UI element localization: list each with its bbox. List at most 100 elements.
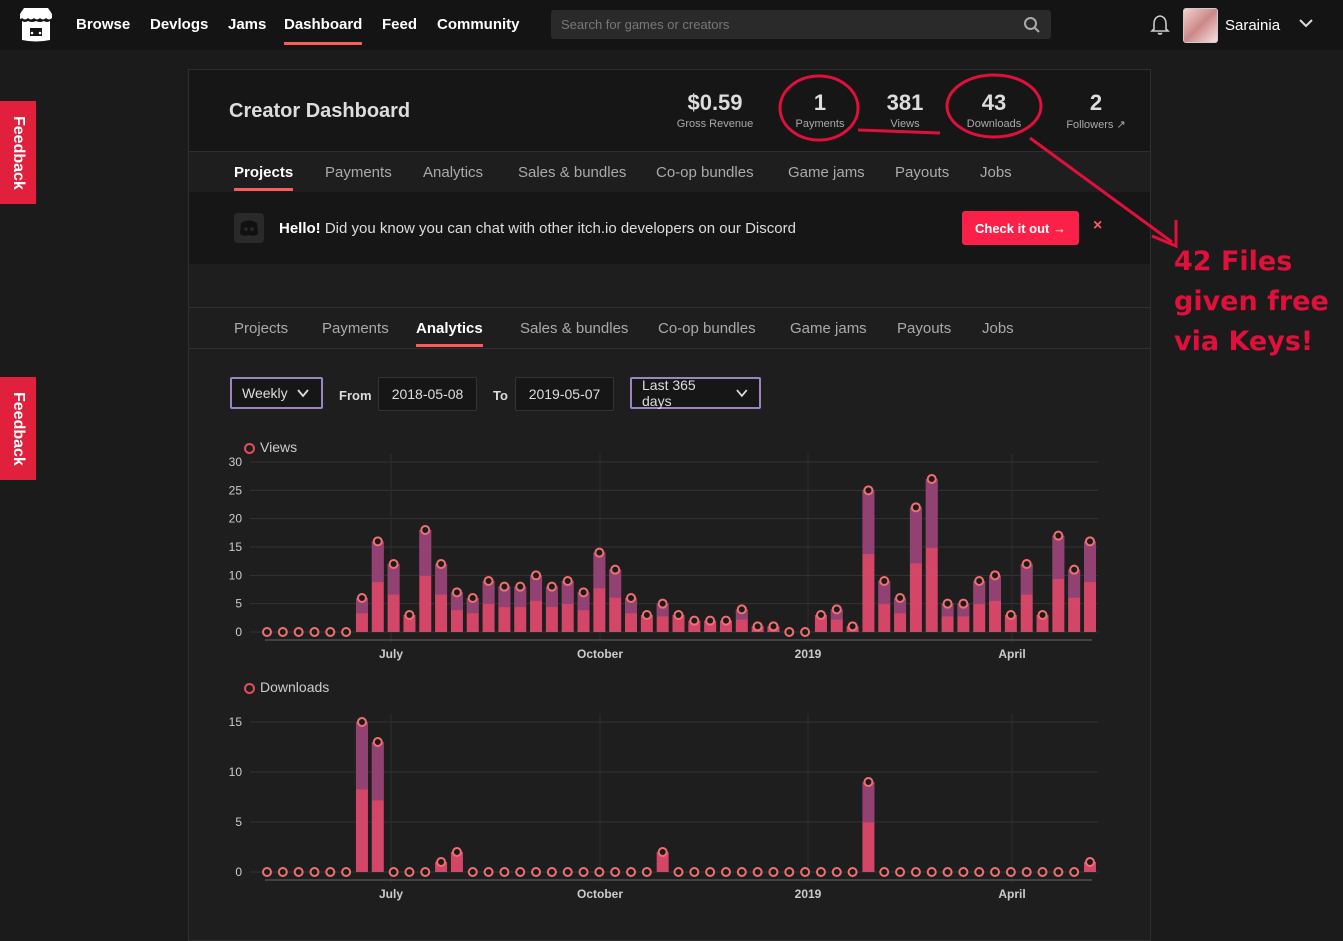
- nav-feed[interactable]: Feed: [382, 16, 418, 33]
- data-point: [641, 610, 652, 620]
- y-tick-label: 30: [229, 455, 243, 469]
- bar-segment: [419, 530, 432, 576]
- tab-jobs[interactable]: Jobs: [982, 320, 1014, 337]
- data-point: [293, 627, 304, 637]
- bar-segment: [609, 569, 622, 598]
- avatar[interactable]: [1183, 8, 1218, 43]
- data-point: [673, 867, 684, 877]
- search-icon[interactable]: [1023, 16, 1041, 34]
- from-date-input[interactable]: 2018-05-08: [378, 377, 477, 411]
- downloads-legend[interactable]: Downloads: [244, 679, 329, 695]
- tab-payments[interactable]: Payments: [322, 320, 389, 337]
- tab-payouts[interactable]: Payouts: [895, 164, 950, 181]
- bar-segment: [371, 541, 384, 583]
- nav-browse[interactable]: Browse: [76, 16, 131, 33]
- tab-projects[interactable]: Projects: [234, 164, 294, 191]
- tab-game-jams[interactable]: Game jams: [790, 320, 867, 337]
- interval-select[interactable]: Weekly: [230, 377, 323, 409]
- x-tick-label: July: [379, 647, 403, 661]
- nav-dashboard[interactable]: Dashboard: [284, 16, 363, 45]
- to-date-input[interactable]: 2019-05-07: [515, 377, 614, 411]
- y-tick-label: 5: [235, 597, 242, 611]
- bar-segment: [1020, 564, 1033, 595]
- annotation-line: via Keys!: [1174, 326, 1314, 357]
- data-point: [262, 867, 272, 877]
- data-point: [831, 867, 842, 877]
- banner-message: Hello! Did you know you can chat with ot…: [279, 220, 796, 237]
- data-point: [863, 485, 874, 496]
- y-tick-label: 10: [229, 568, 243, 582]
- username[interactable]: Sarainia: [1225, 17, 1281, 34]
- data-point: [467, 593, 478, 603]
- bar-segment: [482, 581, 495, 604]
- views-legend[interactable]: Views: [244, 439, 297, 455]
- discord-icon: [234, 213, 264, 243]
- tab-coop-bundles[interactable]: Co-op bundles: [656, 164, 754, 181]
- nav-devlogs[interactable]: Devlogs: [150, 16, 209, 33]
- data-point: [847, 621, 858, 632]
- bar-segment: [435, 564, 448, 595]
- data-point: [515, 867, 526, 877]
- data-point: [1085, 857, 1095, 867]
- data-point: [895, 867, 906, 877]
- data-point: [831, 604, 842, 615]
- tab-jobs[interactable]: Jobs: [980, 164, 1012, 181]
- data-point: [562, 576, 573, 586]
- search-input[interactable]: [551, 10, 1011, 39]
- data-point: [309, 867, 320, 877]
- chevron-down-icon[interactable]: [1298, 15, 1314, 31]
- page-title: Creator Dashboard: [229, 100, 411, 122]
- data-point: [815, 610, 826, 620]
- tab-projects[interactable]: Projects: [234, 320, 289, 337]
- bar-segment: [925, 479, 938, 548]
- data-point: [1069, 867, 1080, 877]
- range-select[interactable]: Last 365 days: [630, 377, 761, 409]
- data-point: [626, 593, 637, 603]
- bar: [403, 615, 416, 632]
- x-tick-label: 2019: [795, 647, 822, 661]
- y-tick-label: 0: [235, 865, 242, 879]
- tab-analytics[interactable]: Analytics: [416, 320, 483, 347]
- bar-segment: [545, 586, 558, 608]
- stat-views[interactable]: 381 Views: [877, 90, 933, 130]
- data-point: [515, 581, 526, 592]
- data-point: [436, 857, 447, 867]
- nav-jams[interactable]: Jams: [228, 16, 267, 33]
- banner-text: Did you know you can chat with other itc…: [320, 220, 796, 237]
- data-point: [705, 615, 716, 626]
- data-point: [942, 867, 953, 877]
- stat-followers[interactable]: 2 Followers ↗: [1059, 90, 1133, 131]
- bar: [719, 620, 732, 632]
- from-label: From: [339, 388, 372, 403]
- interval-value: Weekly: [242, 385, 288, 401]
- tab-payments[interactable]: Payments: [325, 164, 392, 181]
- data-point: [531, 867, 542, 877]
- data-point: [483, 576, 494, 586]
- data-point: [926, 867, 937, 877]
- legend-dot-icon: [244, 442, 255, 454]
- data-point: [1053, 530, 1064, 541]
- data-point: [1037, 867, 1048, 877]
- tab-game-jams[interactable]: Game jams: [788, 164, 865, 181]
- bar-segment: [973, 581, 986, 604]
- tab-sales-bundles[interactable]: Sales & bundles: [518, 164, 627, 181]
- bell-icon[interactable]: [1150, 14, 1170, 36]
- tab-coop-bundles[interactable]: Co-op bundles: [658, 320, 756, 337]
- x-tick-label: April: [998, 647, 1025, 661]
- nav-community[interactable]: Community: [437, 16, 520, 33]
- data-point: [641, 867, 652, 877]
- annotation-line: given free: [1174, 286, 1329, 317]
- data-point: [784, 867, 795, 877]
- data-point: [404, 867, 415, 877]
- tab-payouts[interactable]: Payouts: [897, 320, 952, 337]
- tab-analytics[interactable]: Analytics: [423, 164, 484, 181]
- bar: [672, 615, 685, 632]
- feedback-tab-2[interactable]: Feedback: [0, 377, 36, 480]
- tab-sales-bundles[interactable]: Sales & bundles: [520, 320, 629, 337]
- feedback-tab[interactable]: Feedback: [0, 101, 36, 204]
- legend-dot-icon: [244, 682, 255, 694]
- itchio-logo-icon[interactable]: [16, 6, 56, 44]
- bar-segment: [577, 592, 590, 611]
- data-point: [626, 867, 637, 877]
